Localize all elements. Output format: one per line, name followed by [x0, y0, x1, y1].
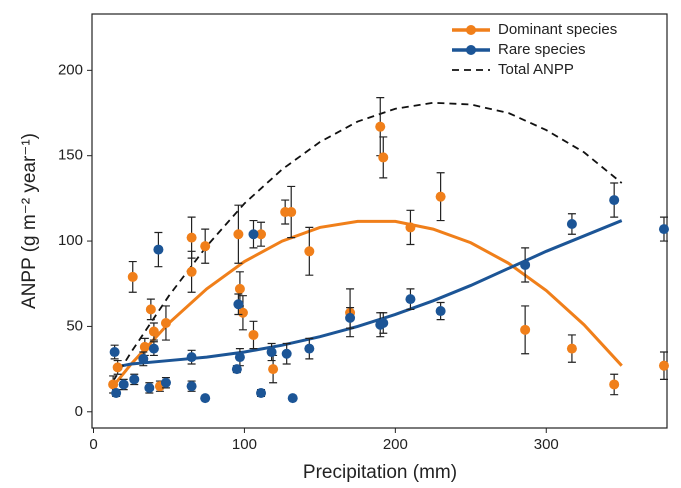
y-tick-label: 150 — [58, 147, 83, 164]
point — [234, 352, 245, 363]
legend-marker — [466, 45, 476, 55]
point — [520, 259, 531, 270]
point — [237, 307, 248, 318]
y-tick-label: 50 — [66, 317, 83, 334]
point — [435, 306, 446, 317]
legend-label: Total ANPP — [498, 61, 574, 78]
point — [286, 207, 297, 218]
dashed-line — [112, 101, 623, 382]
y-axis-title: ANPP (g m⁻² year⁻¹) — [19, 133, 40, 309]
point — [200, 241, 211, 252]
point — [248, 329, 259, 340]
point — [435, 191, 446, 202]
point — [375, 121, 386, 132]
point — [145, 304, 156, 315]
point — [118, 379, 129, 390]
point — [609, 195, 620, 206]
point — [345, 312, 356, 323]
point — [378, 318, 389, 329]
point — [148, 326, 159, 337]
point — [160, 377, 171, 388]
x-tick-label: 0 — [89, 436, 97, 453]
point — [129, 374, 140, 385]
point — [405, 294, 416, 305]
legend-marker — [466, 25, 476, 35]
point — [160, 318, 171, 329]
point — [566, 218, 577, 229]
x-tick-label: 200 — [383, 436, 408, 453]
point — [111, 388, 122, 399]
point — [148, 343, 159, 354]
point — [304, 343, 315, 354]
point — [127, 271, 138, 282]
point — [139, 341, 150, 352]
point — [281, 348, 292, 359]
point — [186, 266, 197, 277]
point — [108, 379, 119, 390]
fit-line — [112, 219, 623, 369]
point — [268, 364, 279, 375]
x-axis-title: Precipitation (mm) — [303, 462, 457, 483]
x-tick-label: 300 — [534, 436, 559, 453]
y-tick-label: 0 — [75, 403, 83, 420]
point — [304, 246, 315, 257]
point — [266, 347, 277, 358]
x-tick-label: 100 — [232, 436, 257, 453]
point — [234, 283, 245, 294]
point — [109, 347, 120, 358]
point — [153, 244, 164, 255]
y-tick-label: 100 — [58, 232, 83, 249]
point — [658, 360, 669, 371]
plot-frame — [91, 13, 668, 429]
point — [658, 224, 669, 235]
point — [248, 229, 259, 240]
point — [256, 229, 267, 240]
point — [256, 388, 267, 399]
point — [609, 379, 620, 390]
point — [566, 343, 577, 354]
y-tick-label: 200 — [58, 61, 83, 78]
point — [378, 152, 389, 163]
point — [186, 381, 197, 392]
point — [200, 393, 211, 404]
point — [231, 364, 242, 375]
point — [520, 324, 531, 335]
point — [186, 352, 197, 363]
legend-label: Rare species — [498, 41, 586, 58]
point — [144, 382, 155, 393]
point — [287, 393, 298, 404]
point — [112, 362, 123, 373]
point — [233, 299, 244, 310]
point — [138, 353, 149, 364]
fit-line — [111, 219, 623, 388]
legend-label: Dominant species — [498, 21, 617, 38]
point — [233, 229, 244, 240]
point — [405, 222, 416, 233]
point — [186, 232, 197, 243]
